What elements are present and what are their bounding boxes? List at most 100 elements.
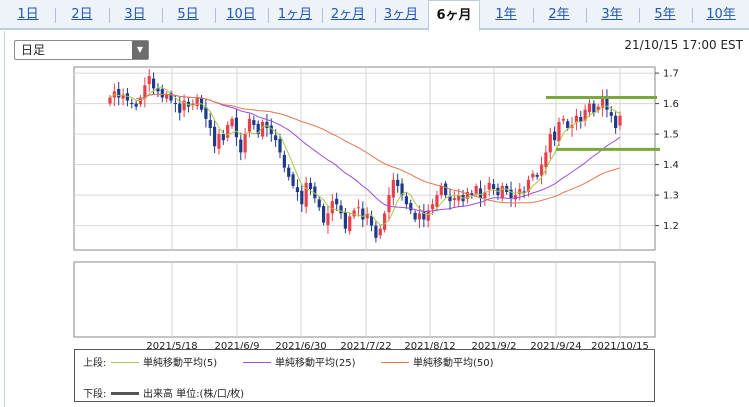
chart-frame — [4, 31, 749, 407]
candle-body — [234, 117, 239, 138]
candle-body — [535, 174, 539, 177]
candle-body — [182, 100, 186, 111]
quote-timestamp: 21/10/15 17:00 EST — [624, 38, 743, 52]
tab-1年[interactable]: 1年 — [495, 7, 517, 22]
tab-separator — [532, 8, 534, 23]
candle-body — [548, 134, 552, 153]
candle-body — [526, 179, 531, 193]
candle-body — [400, 183, 404, 196]
tab-separator — [214, 8, 216, 23]
candle-body — [579, 117, 583, 122]
candle-body — [422, 210, 426, 220]
candle-body — [557, 121, 561, 142]
tab-3年[interactable]: 3年 — [601, 7, 623, 22]
legend-item-sma25: 単純移動平均(25) — [243, 354, 356, 369]
candle-body — [204, 107, 208, 119]
candle-body — [378, 228, 382, 236]
candle-body — [566, 121, 570, 128]
candle-period-select[interactable]: 日足 ▼ — [14, 40, 149, 60]
tab-2日[interactable]: 2日 — [71, 7, 93, 22]
candle-body — [587, 103, 592, 113]
candle-body — [605, 96, 609, 110]
candle-body — [487, 182, 491, 190]
candle-body — [282, 154, 286, 168]
candle-body — [583, 109, 587, 121]
candle-body — [352, 210, 356, 217]
candle-body — [243, 134, 247, 153]
tab-1日[interactable]: 1日 — [17, 7, 39, 22]
candle-body — [596, 106, 600, 111]
legend-line-volume — [111, 391, 139, 395]
candle-body — [374, 225, 378, 238]
candle-body — [544, 152, 548, 168]
candle-body — [117, 88, 121, 98]
candle-body — [383, 213, 387, 230]
candle-body — [452, 198, 456, 200]
candle-body — [143, 85, 147, 99]
tab-separator — [108, 8, 110, 23]
candle-body — [156, 88, 160, 92]
candle-body — [369, 215, 374, 226]
x-tick-label: 2021/8/12 — [404, 341, 455, 352]
tab-2年[interactable]: 2年 — [548, 7, 570, 22]
legend-item-volume: 出来高 単位:(株/口/枚) — [111, 385, 244, 400]
x-tick-label: 2021/10/15 — [591, 341, 649, 352]
tab-1ヶ月[interactable]: 1ヶ月 — [277, 7, 313, 22]
tab-5年[interactable]: 5年 — [654, 7, 676, 22]
candle-body — [561, 118, 565, 121]
candle-body — [574, 115, 579, 123]
candle-body — [361, 208, 365, 220]
candle-body — [121, 94, 125, 99]
candle-body — [491, 184, 496, 189]
candle-body — [291, 174, 295, 186]
candle-body — [169, 93, 173, 101]
y-tick-label: 1.6 — [663, 99, 679, 110]
candle-body — [330, 201, 334, 214]
candle-body — [417, 213, 422, 220]
candle-body — [195, 97, 199, 107]
legend-lower-row: 下段: 出来高 単位:(株/口/枚) — [83, 385, 244, 400]
tab-2ヶ月[interactable]: 2ヶ月 — [330, 7, 366, 22]
legend-item-sma5: 単純移動平均(5) — [111, 354, 217, 369]
candle-body — [457, 195, 461, 201]
tab-10年[interactable]: 10年 — [706, 7, 736, 22]
volume-panel — [73, 261, 656, 338]
y-tick-label: 1.5 — [663, 130, 679, 141]
tab-5日[interactable]: 5日 — [177, 7, 199, 22]
legend-line-sma50 — [381, 361, 409, 363]
candle-body — [125, 93, 130, 101]
candle-body — [404, 196, 409, 205]
chart-legend: 上段: 単純移動平均(5) 単純移動平均(25) 単純移動平均(50) 下段: … — [74, 349, 655, 402]
candle-body — [409, 203, 413, 211]
tab-3日[interactable]: 3日 — [124, 7, 146, 22]
period-tab-bar: 1日 2日 3日 5日 10日 1ヶ月 2ヶ月 3ヶ月 6ヶ月 1年 2年 3年 5年 10年 — [0, 0, 749, 32]
candle-body — [108, 97, 112, 104]
candle-body — [260, 121, 265, 137]
candle-body — [165, 94, 169, 99]
candle-body — [317, 199, 321, 208]
candle-body — [326, 213, 330, 225]
tab-6ヶ月[interactable]: 6ヶ月 — [428, 0, 480, 32]
y-tick-label: 1.4 — [663, 160, 679, 171]
candle-body — [474, 185, 478, 194]
tab-10日[interactable]: 10日 — [226, 7, 256, 22]
candle-body — [600, 97, 605, 108]
candle-body — [217, 134, 221, 149]
candle-body — [335, 198, 339, 205]
tab-separator — [55, 8, 56, 23]
tab-separator — [321, 8, 323, 23]
y-tick-label: 1.7 — [663, 69, 679, 80]
tab-separator — [374, 8, 376, 23]
candle-body — [287, 167, 291, 177]
x-tick-label: 2021/7/22 — [340, 341, 391, 352]
candle-body — [239, 139, 243, 153]
candle-body — [391, 179, 395, 198]
candle-body — [173, 102, 177, 104]
sma-line-5 — [109, 87, 621, 226]
candle-body — [265, 121, 269, 128]
tab-separator — [585, 8, 587, 23]
candle-body — [509, 189, 513, 199]
tab-3ヶ月[interactable]: 3ヶ月 — [383, 7, 419, 22]
candle-body — [151, 78, 156, 89]
